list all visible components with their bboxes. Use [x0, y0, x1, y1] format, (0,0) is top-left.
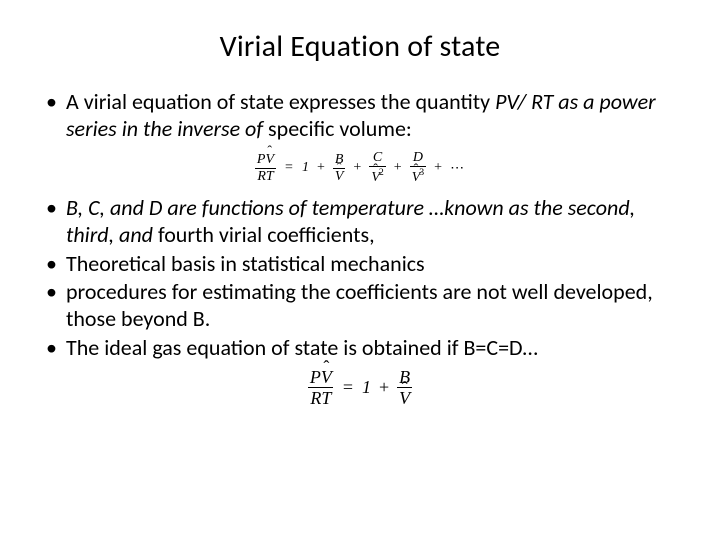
- bullet-item: B, C, and D are functions of temperature…: [44, 195, 684, 249]
- bullet-item: A virial equation of state expresses the…: [44, 89, 684, 143]
- slide-title: Virial Equation of state: [36, 28, 684, 65]
- bullet-item: The ideal gas equation of state is obtai…: [44, 335, 684, 362]
- equation-1: PVRT=1+BV+CV2+DV3+⋯: [36, 149, 684, 185]
- bullet-list-2: B, C, and D are functions of temperature…: [36, 195, 684, 362]
- equation-2: PVRT=1+BV: [36, 368, 684, 407]
- bullet-list-1: A virial equation of state expresses the…: [36, 89, 684, 143]
- bullet-item: procedures for estimating the coefficien…: [44, 279, 684, 333]
- bullet-item: Theoretical basis in statistical mechani…: [44, 251, 684, 278]
